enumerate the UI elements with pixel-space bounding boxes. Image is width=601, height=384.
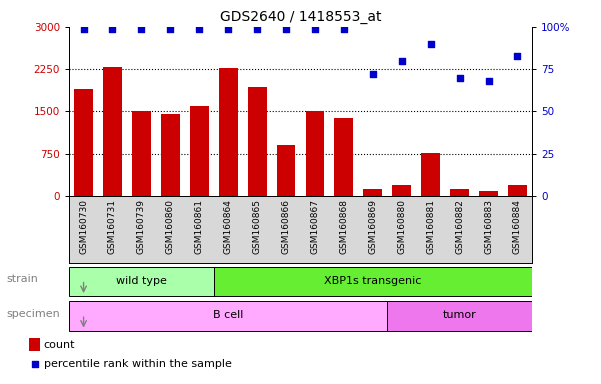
Text: GSM160864: GSM160864 [224,199,233,254]
Point [165,25,175,31]
Bar [248,87,266,196]
Text: GSM160881: GSM160881 [426,199,435,254]
Point [484,78,493,84]
Bar [421,153,440,196]
Text: GSM160883: GSM160883 [484,199,493,254]
Text: B cell: B cell [213,310,243,320]
Bar [276,145,296,196]
Bar [161,114,180,196]
Text: wild type: wild type [116,276,167,286]
Bar [190,106,209,196]
Bar [305,111,325,196]
Text: GSM160884: GSM160884 [513,199,522,254]
Text: specimen: specimen [6,309,59,319]
Point [29,361,39,367]
Point [108,25,117,31]
Bar [74,89,93,196]
Point [136,25,146,31]
Point [252,25,262,31]
Point [224,25,233,31]
Bar [69,266,214,296]
Bar [29,338,40,351]
Point [426,41,436,47]
Text: GSM160866: GSM160866 [281,199,290,254]
Title: GDS2640 / 1418553_at: GDS2640 / 1418553_at [220,10,381,25]
Bar [479,191,498,196]
Point [281,25,291,31]
Bar [132,111,151,196]
Bar [508,185,527,196]
Text: GSM160868: GSM160868 [340,199,349,254]
Text: GSM160860: GSM160860 [166,199,175,254]
Bar [335,118,353,196]
Point [397,58,406,64]
Bar [219,68,237,196]
Text: GSM160861: GSM160861 [195,199,204,254]
Text: GSM160882: GSM160882 [455,199,464,254]
Point [368,71,377,77]
Text: GSM160731: GSM160731 [108,199,117,254]
Point [513,53,522,59]
Text: tumor: tumor [443,310,477,320]
Text: GSM160739: GSM160739 [137,199,146,254]
Text: GSM160865: GSM160865 [252,199,261,254]
Text: strain: strain [6,274,38,285]
Bar [387,301,532,331]
Text: GSM160867: GSM160867 [311,199,320,254]
Text: percentile rank within the sample: percentile rank within the sample [44,359,231,369]
Point [339,25,349,31]
Point [310,25,320,31]
Point [195,25,204,31]
Text: GSM160730: GSM160730 [79,199,88,254]
Point [455,74,465,81]
Text: count: count [44,340,75,350]
Bar [69,301,387,331]
Bar [450,189,469,196]
Bar [392,185,411,196]
Text: XBP1s transgenic: XBP1s transgenic [324,276,421,286]
Text: GSM160869: GSM160869 [368,199,377,254]
Bar [364,189,382,196]
Bar [214,266,532,296]
Text: GSM160880: GSM160880 [397,199,406,254]
Point [79,25,88,31]
Bar [103,68,122,196]
